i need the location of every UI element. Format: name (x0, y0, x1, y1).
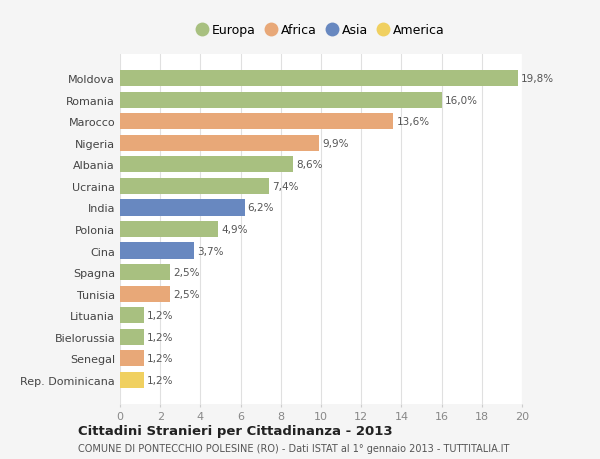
Bar (120, 71, 518, 87)
Text: 1,2%: 1,2% (147, 310, 173, 320)
Text: 8,6%: 8,6% (296, 160, 322, 170)
Text: 9,9%: 9,9% (322, 139, 349, 149)
Text: 1,2%: 1,2% (147, 375, 173, 385)
Text: 2,5%: 2,5% (173, 268, 200, 278)
Bar (120, 286, 170, 302)
Bar (120, 221, 218, 238)
Text: 1,2%: 1,2% (147, 332, 173, 342)
Bar (120, 264, 170, 280)
Text: 19,8%: 19,8% (521, 74, 554, 84)
Text: 16,0%: 16,0% (445, 95, 478, 106)
Bar (120, 135, 319, 151)
Text: 13,6%: 13,6% (397, 117, 430, 127)
Legend: Europa, Africa, Asia, America: Europa, Africa, Asia, America (192, 19, 450, 42)
Bar (120, 350, 144, 367)
Text: 4,9%: 4,9% (221, 224, 248, 235)
Text: 7,4%: 7,4% (272, 181, 298, 191)
Bar (120, 92, 442, 109)
Bar (120, 329, 144, 345)
Text: COMUNE DI PONTECCHIO POLESINE (RO) - Dati ISTAT al 1° gennaio 2013 - TUTTITALIA.: COMUNE DI PONTECCHIO POLESINE (RO) - Dat… (78, 443, 509, 453)
Bar (120, 114, 394, 130)
Text: 1,2%: 1,2% (147, 353, 173, 364)
Bar (120, 308, 144, 324)
Text: 6,2%: 6,2% (248, 203, 274, 213)
Bar (120, 372, 144, 388)
Bar (120, 200, 245, 216)
Bar (120, 179, 269, 195)
Bar (120, 157, 293, 173)
Text: 2,5%: 2,5% (173, 289, 200, 299)
Text: Cittadini Stranieri per Cittadinanza - 2013: Cittadini Stranieri per Cittadinanza - 2… (78, 424, 392, 437)
Text: 3,7%: 3,7% (197, 246, 224, 256)
Bar (120, 243, 194, 259)
